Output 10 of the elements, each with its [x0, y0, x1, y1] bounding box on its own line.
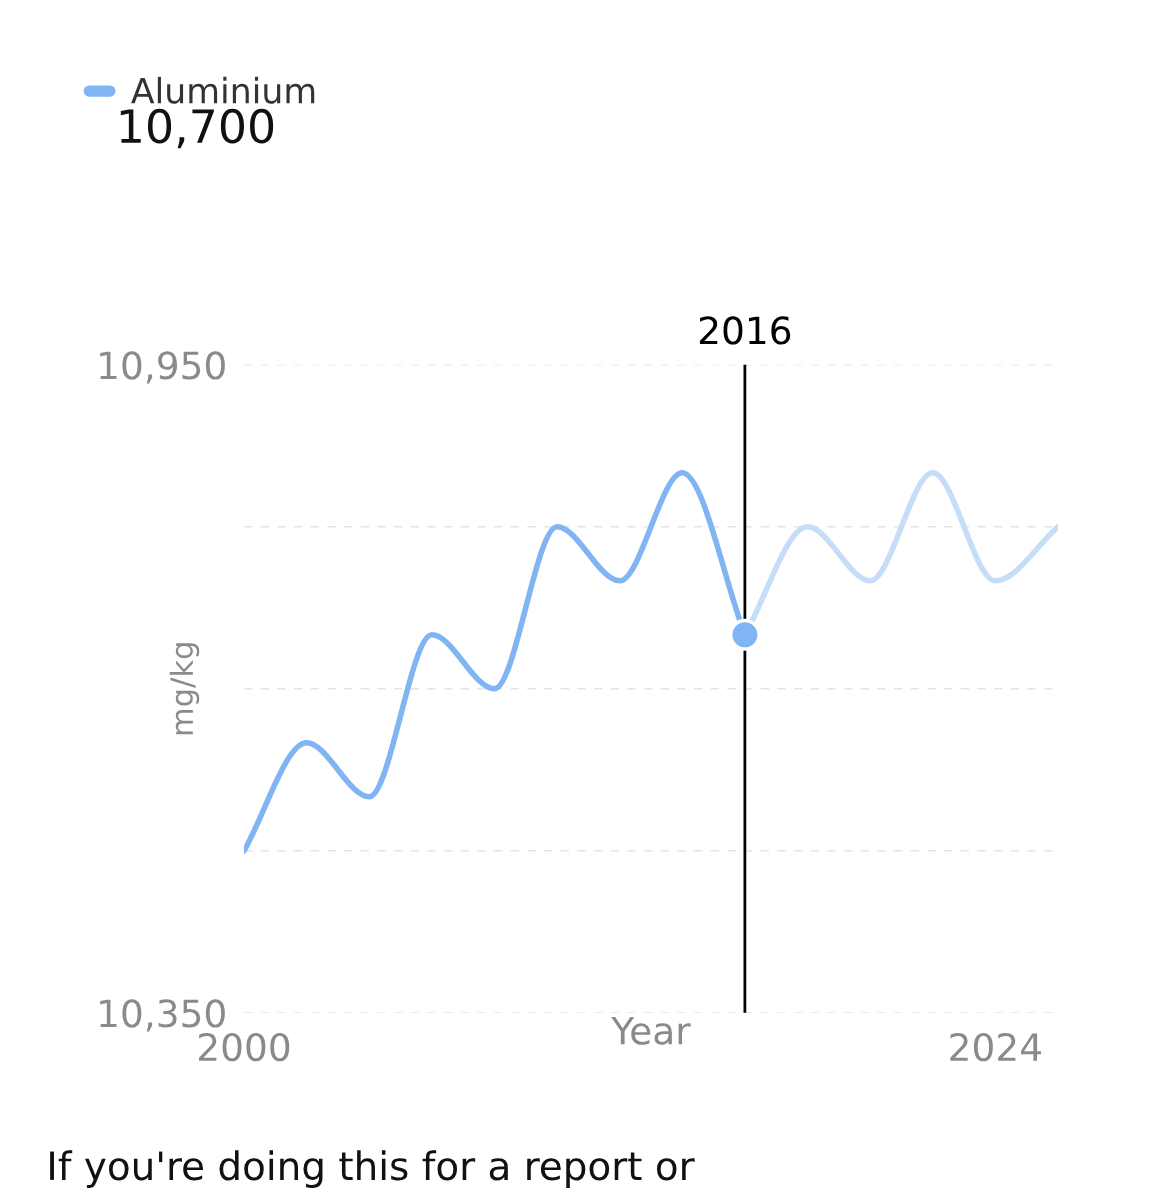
y-tick-label: 10,950	[100, 351, 225, 384]
ref-line-label: 2016	[699, 316, 791, 345]
y-tick-label: 10,350	[100, 999, 225, 1032]
text: 10,700	[120, 108, 274, 149]
legend-label: Aluminium	[131, 76, 315, 104]
y-axis-title: mg/kg	[169, 643, 200, 735]
x-tick-label: 2000	[199, 1032, 290, 1062]
x-tick-label: 2024	[950, 1032, 1041, 1062]
x-axis-title: Year	[611, 1016, 691, 1045]
text: If you're doing this for a report or	[50, 1150, 695, 1188]
